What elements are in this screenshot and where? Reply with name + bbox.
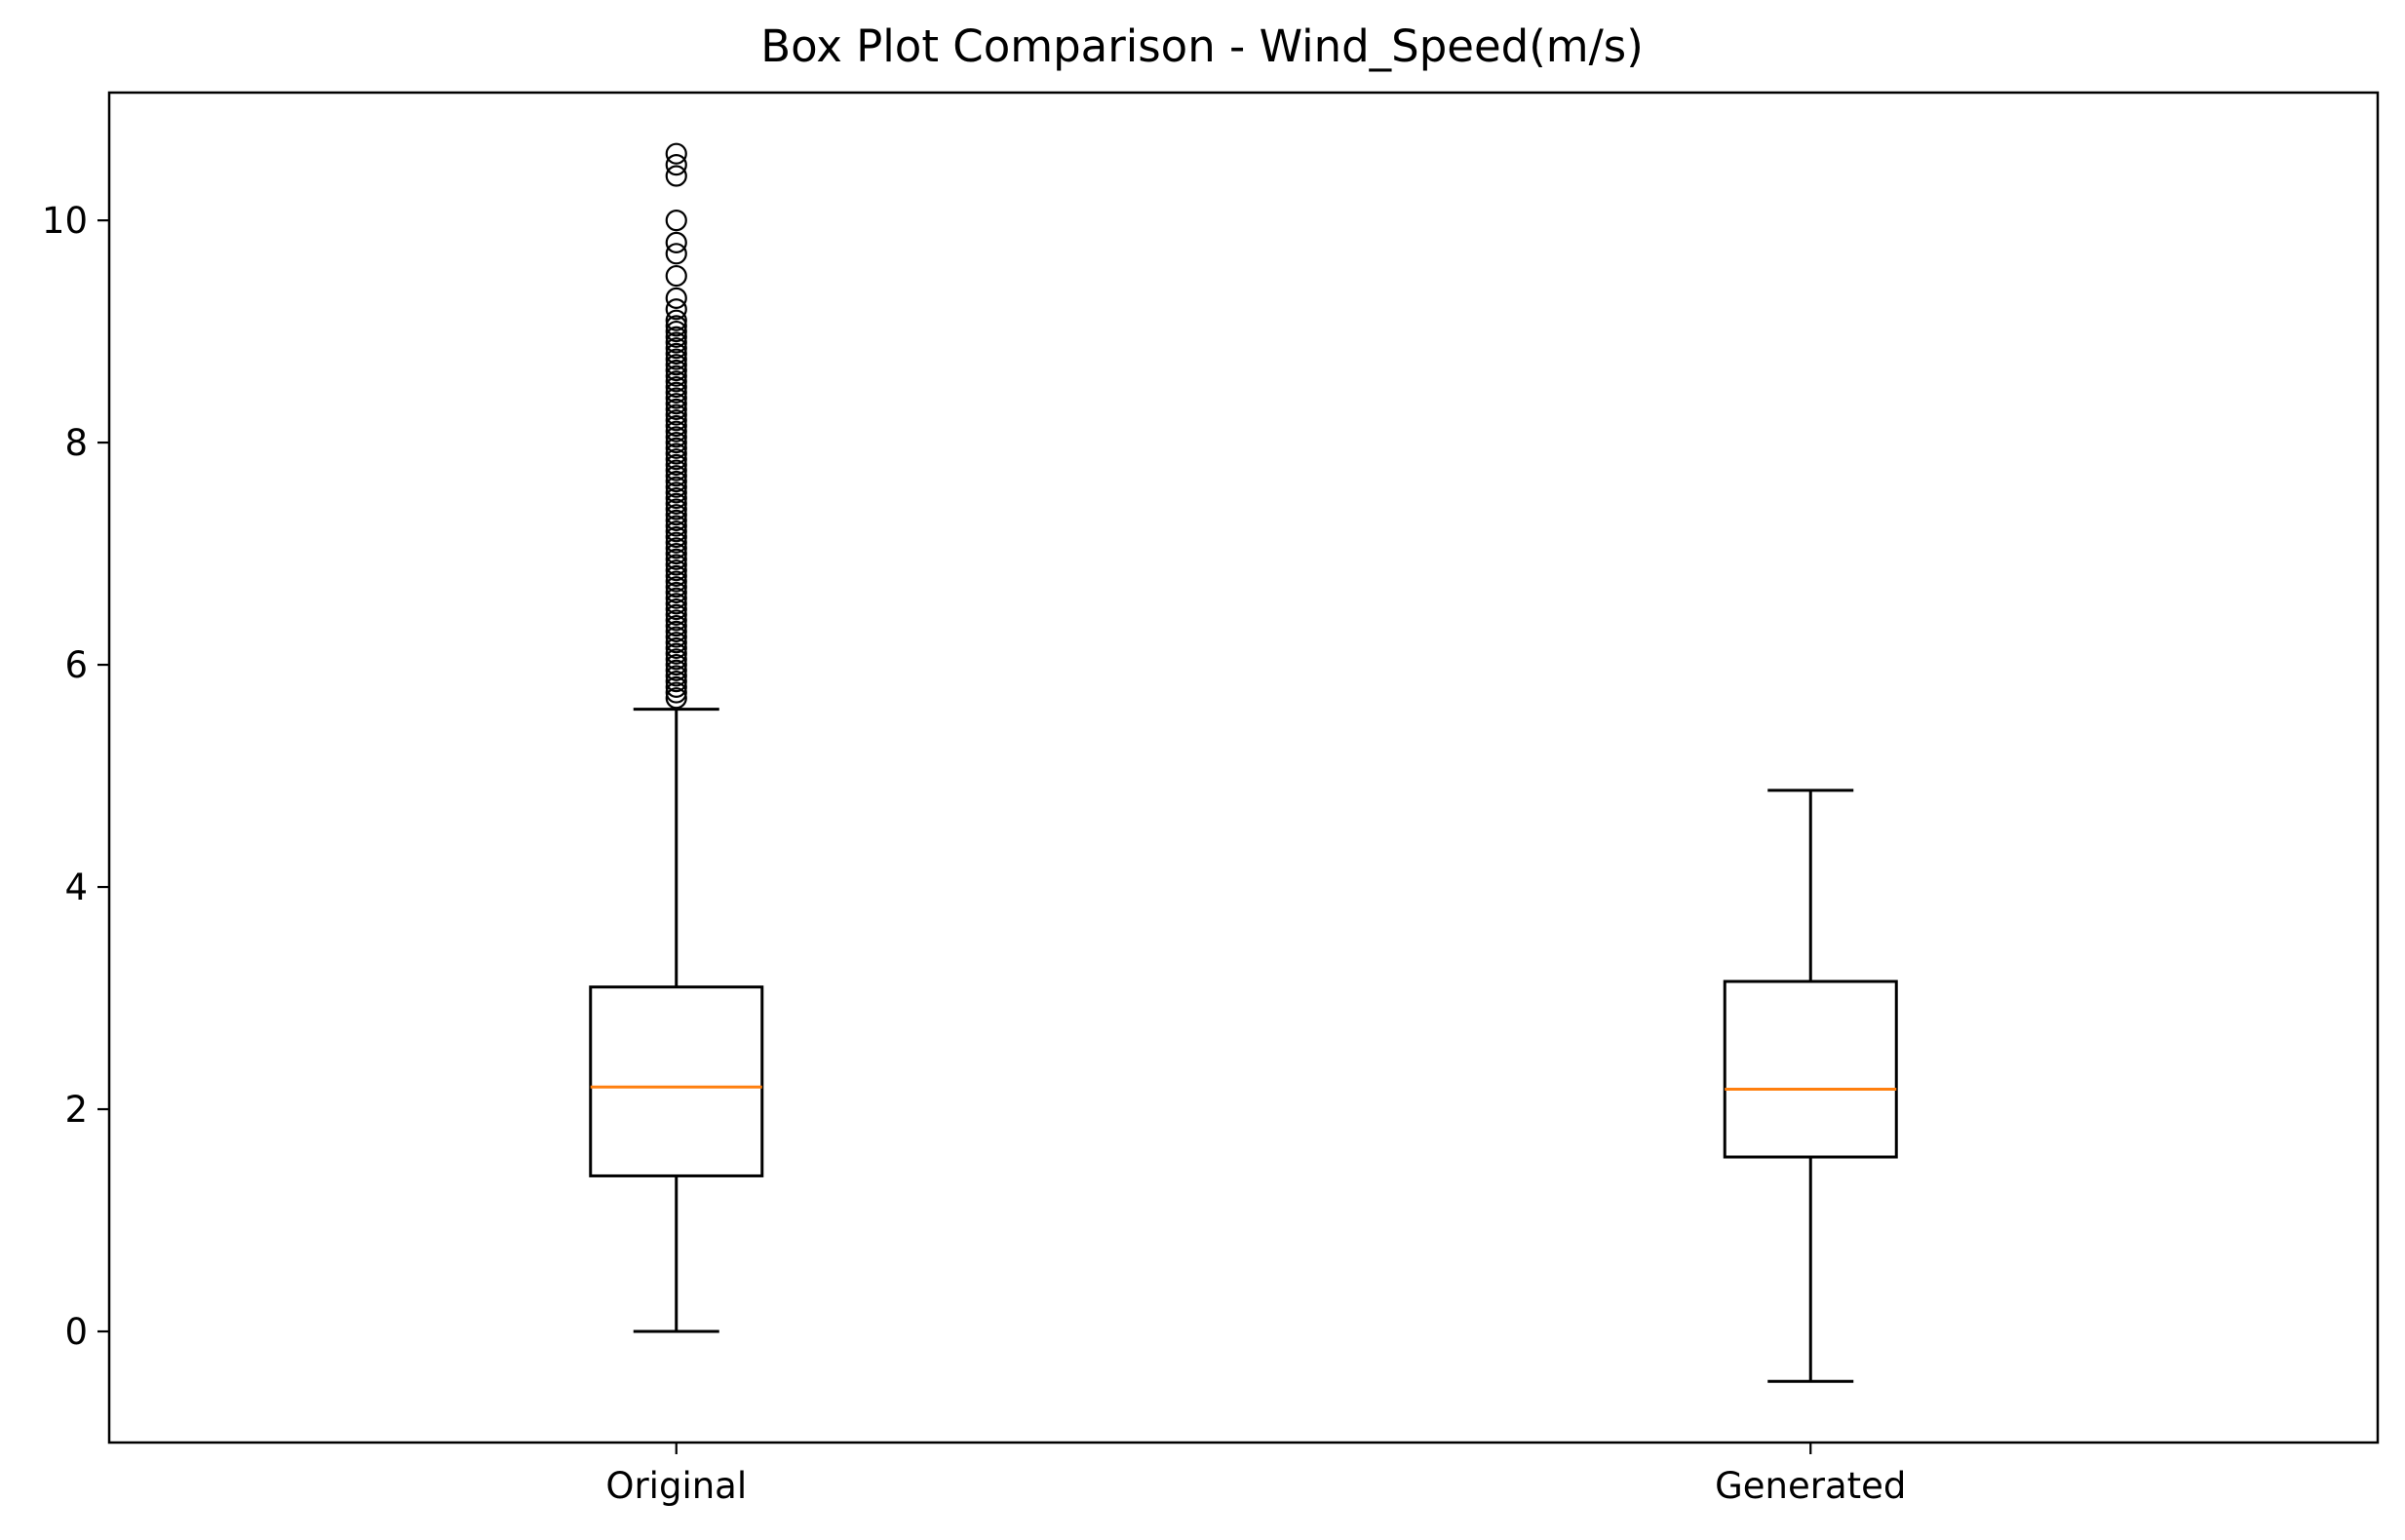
x-axis: Original Generated (605, 1443, 1906, 1507)
outlier-point (665, 354, 687, 376)
outlier-point (665, 409, 687, 432)
outlier-point (665, 431, 687, 454)
outlier-point (665, 481, 687, 504)
outlier-point (665, 554, 687, 576)
outlier-point (665, 665, 687, 687)
outlier-point (665, 626, 687, 648)
outlier-point (665, 342, 687, 365)
outlier-point (665, 581, 687, 604)
outlier-point (665, 453, 687, 476)
outlier-point (665, 437, 687, 459)
outlier-point (665, 681, 687, 704)
outlier-point (665, 370, 687, 393)
outlier-point (665, 520, 687, 543)
outlier-point (665, 593, 687, 615)
outlier-point (665, 459, 687, 481)
box-generated (1723, 789, 1898, 1383)
outlier-point (665, 659, 687, 681)
outlier-point (665, 320, 687, 343)
outlier-point (665, 426, 687, 448)
outlier-point (665, 315, 687, 337)
outlier-point (665, 615, 687, 637)
x-tick-label: Original (605, 1465, 747, 1507)
outlier-point (665, 486, 687, 510)
y-tick-label: 4 (64, 866, 88, 908)
outlier-point (665, 443, 687, 465)
y-axis: 0 2 4 6 8 10 (42, 200, 109, 1353)
outlier-point (665, 387, 687, 409)
outlier-point (665, 142, 687, 165)
outlier-point (665, 498, 687, 520)
outlier-point (665, 632, 687, 654)
outlier-point (665, 470, 687, 493)
outlier-point (665, 414, 687, 438)
outlier-point (665, 642, 687, 665)
outlier-point (665, 648, 687, 671)
outlier-point (665, 537, 687, 559)
outlier-point (665, 348, 687, 370)
outlier-point (665, 576, 687, 598)
y-tick-label: 6 (64, 644, 88, 686)
outlier-point (665, 515, 687, 537)
outlier-point (665, 559, 687, 582)
outlier-point (665, 243, 687, 265)
y-tick-label: 0 (64, 1311, 88, 1353)
outlier-point (665, 309, 687, 331)
outlier-point (665, 298, 687, 321)
chart-title: Box Plot Comparison - Wind_Speed(m/s) (760, 20, 1644, 72)
outlier-point (665, 671, 687, 693)
outlier-point (665, 564, 687, 587)
outlier-point (665, 209, 687, 232)
outlier-point (665, 620, 687, 642)
outlier-point (665, 420, 687, 443)
y-tick-label: 8 (64, 422, 88, 464)
outlier-point (665, 398, 687, 420)
outlier-point (665, 636, 687, 660)
outlier-point (665, 603, 687, 626)
outlier-point (665, 504, 687, 526)
outlier-point (665, 542, 687, 565)
outlier-point (665, 687, 687, 710)
outlier-point (665, 548, 687, 570)
iqr-box (589, 985, 764, 1177)
iqr-box (1723, 980, 1898, 1159)
outlier-point (665, 381, 687, 404)
outlier-point (665, 165, 687, 187)
boxes-group (589, 142, 1898, 1383)
outlier-point (665, 492, 687, 515)
outlier-point (665, 287, 687, 309)
outlier-point (665, 326, 687, 348)
outlier-point (665, 153, 687, 176)
y-tick-label: 10 (42, 200, 88, 242)
outlier-point (665, 609, 687, 632)
outlier-point (665, 231, 687, 253)
outlier-point (665, 393, 687, 415)
outlier-point (665, 337, 687, 360)
outlier-point (665, 476, 687, 498)
outlier-point (665, 587, 687, 609)
outlier-point (665, 365, 687, 387)
outlier-point (665, 570, 687, 593)
outlier-point (665, 597, 687, 621)
outlier-point (665, 375, 687, 399)
outlier-point (665, 264, 687, 288)
outlier-point (665, 675, 687, 698)
y-tick-label: 2 (64, 1089, 88, 1131)
outlier-point (665, 448, 687, 471)
outlier-point (665, 525, 687, 549)
plot-frame (107, 91, 2380, 1444)
outlier-point (665, 465, 687, 487)
outlier-point (665, 359, 687, 382)
outlier-point (665, 331, 687, 354)
outlier-point (665, 531, 687, 554)
box-original (589, 142, 764, 1333)
outlier-point (665, 653, 687, 676)
outlier-point (665, 509, 687, 531)
x-tick-label: Generated (1715, 1465, 1906, 1507)
outlier-point (665, 404, 687, 426)
